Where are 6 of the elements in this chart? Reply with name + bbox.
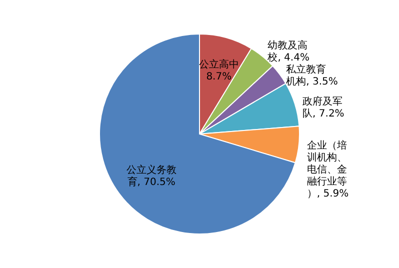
slice-label: 幼教及高校, 4.4% — [266, 39, 310, 64]
slice-label: 企业（培训机构、电信、金融行业等）, 5.9% — [306, 139, 349, 200]
slice-label: 政府及军队, 7.2% — [302, 96, 344, 120]
slice-label: 公立义务教育, 70.5% — [126, 164, 176, 188]
data-label: 8.7% — [206, 72, 232, 83]
slice-label: 私立教育机构, 3.5% — [286, 64, 338, 88]
